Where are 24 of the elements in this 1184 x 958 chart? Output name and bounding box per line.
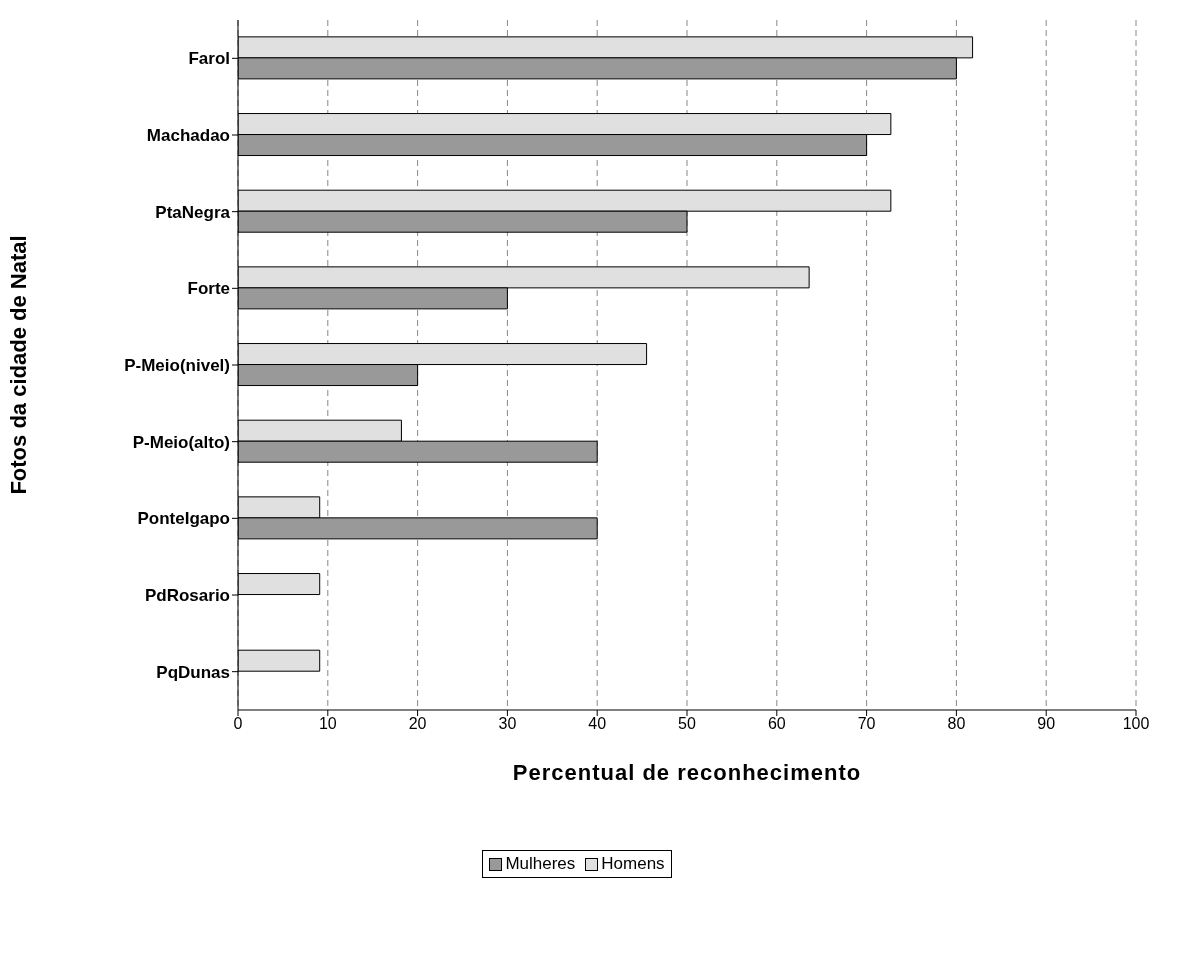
- y-tick-label: Forte: [187, 279, 230, 299]
- y-tick-label: PtaNegra: [155, 202, 231, 222]
- x-tick-label: 40: [588, 715, 607, 733]
- y-tick-label: P-Meio(nivel): [124, 356, 230, 376]
- y-axis-title: Fotos da cidade de Natal: [5, 235, 31, 495]
- y-tick-label: Farol: [188, 49, 230, 69]
- x-tick-label: 10: [318, 715, 337, 733]
- legend-label: Homens: [600, 854, 665, 874]
- x-tick-label: 0: [233, 715, 243, 733]
- x-tick-label: 30: [498, 715, 517, 733]
- x-tick-label: 90: [1037, 715, 1056, 733]
- x-tick-label: 70: [857, 715, 876, 733]
- x-tick-label: 100: [1122, 715, 1150, 733]
- x-tick-label: 60: [767, 715, 786, 733]
- y-tick-label: P-Meio(alto): [132, 432, 230, 452]
- x-tick-label: 50: [678, 715, 696, 733]
- y-tick-label: Machadao: [146, 126, 230, 146]
- y-tick-label: PdRosario: [144, 586, 230, 606]
- y-tick-label: PonteIgapo: [137, 509, 230, 529]
- x-tick-label: 80: [947, 715, 966, 733]
- y-tick-label: PqDunas: [156, 662, 230, 682]
- legend-label: Mulheres: [504, 854, 576, 874]
- x-axis-title: Percentual de reconhecimento: [512, 760, 862, 785]
- x-tick-label: 20: [408, 715, 427, 733]
